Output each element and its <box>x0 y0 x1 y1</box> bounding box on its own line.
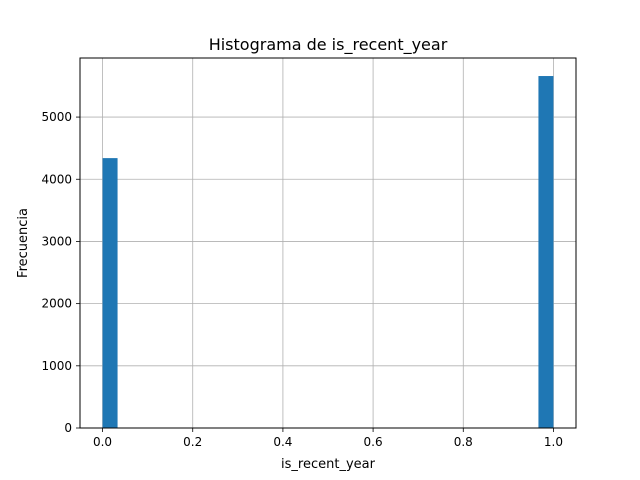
y-tick-label: 5000 <box>41 110 72 124</box>
y-tick-label: 1000 <box>41 359 72 373</box>
x-tick-label: 0.8 <box>454 435 473 449</box>
x-axis-ticks: 0.0 0.2 0.4 0.6 0.8 1.0 <box>93 428 563 449</box>
chart-title: Histograma de is_recent_year <box>209 35 448 55</box>
x-tick-label: 0.0 <box>93 435 112 449</box>
y-tick-label: 4000 <box>41 172 72 186</box>
x-axis-label: is_recent_year <box>281 457 376 472</box>
plot-frame <box>79 57 577 429</box>
x-tick-label: 0.6 <box>364 435 383 449</box>
x-tick-label: 1.0 <box>544 435 563 449</box>
x-tick-label: 0.4 <box>273 435 292 449</box>
y-tick-label: 2000 <box>41 297 72 311</box>
y-tick-label: 0 <box>64 421 72 435</box>
y-axis-ticks: 0 1000 2000 3000 4000 5000 <box>41 110 80 435</box>
grid-lines <box>80 58 576 429</box>
x-tick-label: 0.2 <box>183 435 202 449</box>
histogram-bars <box>102 76 554 428</box>
histogram-bar <box>102 158 118 428</box>
y-axis-label: Frecuencia <box>16 208 31 278</box>
y-tick-label: 3000 <box>41 234 72 248</box>
histogram-bar <box>538 76 554 428</box>
